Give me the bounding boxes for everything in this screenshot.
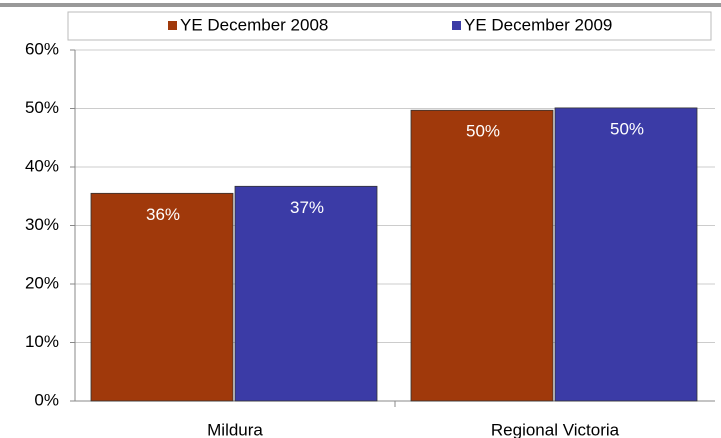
data-label: 50% (466, 122, 500, 141)
legend-marker (168, 21, 177, 30)
y-tick-label: 0% (34, 390, 59, 409)
data-label: 50% (610, 119, 644, 138)
y-tick-label: 50% (25, 98, 59, 117)
y-tick-label: 30% (25, 215, 59, 234)
y-tick-label: 60% (25, 39, 59, 58)
legend-label: YE December 2008 (180, 15, 328, 34)
y-tick-label: 10% (25, 332, 59, 351)
x-tick-label: Regional Victoria (491, 420, 620, 438)
y-tick-label: 40% (25, 156, 59, 175)
y-tick-label: 20% (25, 273, 59, 292)
bar (554, 107, 698, 402)
legend-box (67, 11, 712, 41)
data-label: 36% (146, 205, 180, 224)
bar (410, 109, 554, 402)
bar (90, 192, 234, 402)
top-rule (0, 3, 721, 7)
legend-label: YE December 2009 (464, 15, 612, 34)
bar (234, 185, 378, 402)
legend-marker (452, 21, 461, 30)
x-tick-label: Mildura (207, 420, 263, 438)
data-label: 37% (290, 198, 324, 217)
